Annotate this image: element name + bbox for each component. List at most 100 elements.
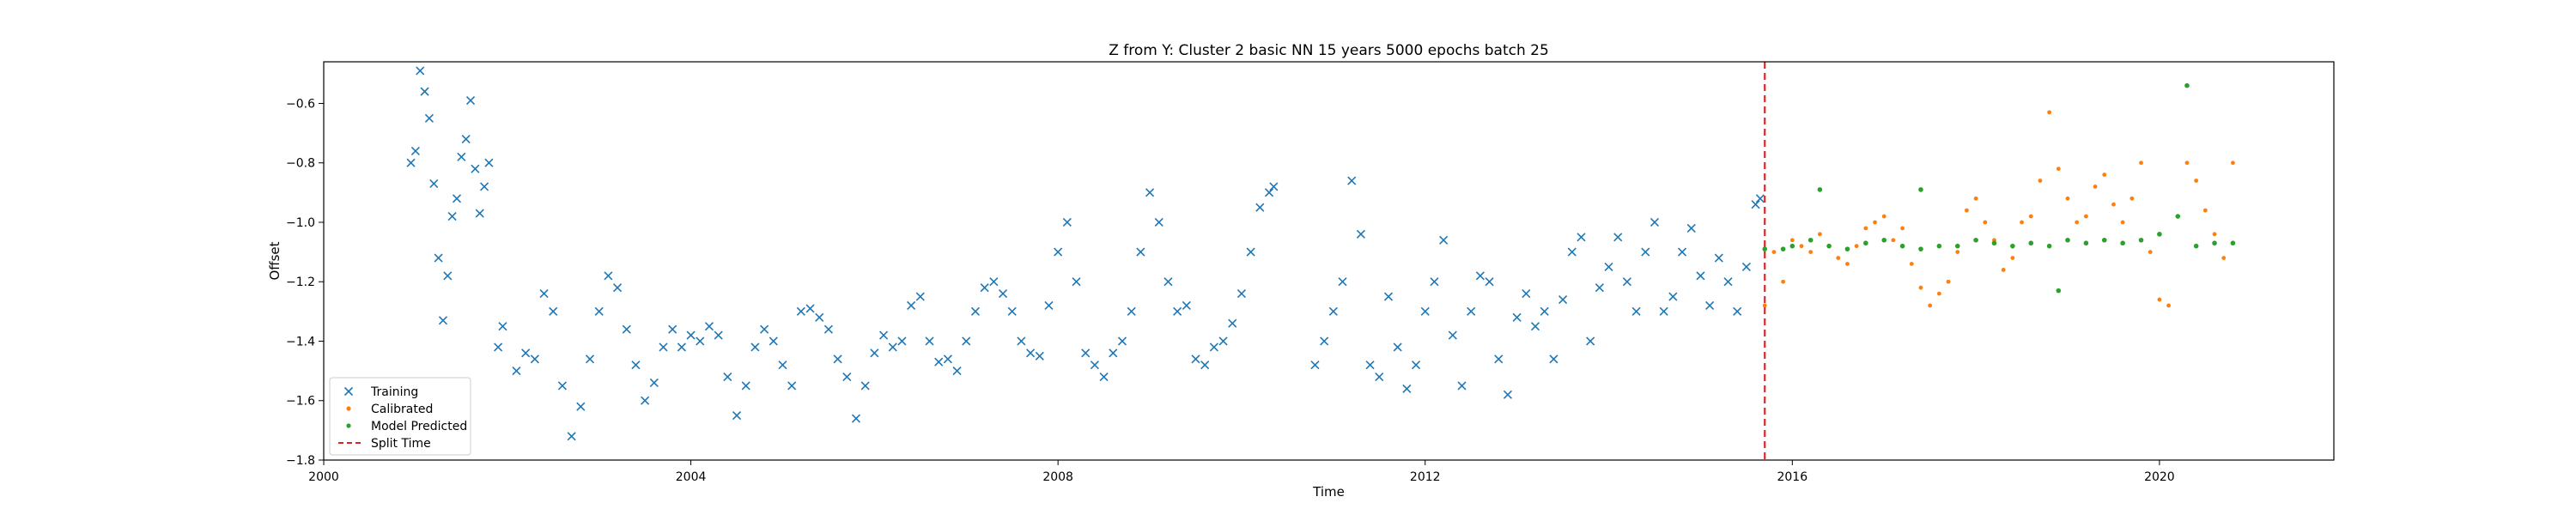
training-point xyxy=(962,336,971,346)
predicted-point xyxy=(1807,237,1814,243)
x-tick-label: 2008 xyxy=(1042,470,1073,484)
training-point xyxy=(1613,233,1623,242)
predicted-point xyxy=(2028,240,2034,246)
predicted-point xyxy=(1881,237,1887,243)
predicted-point xyxy=(1826,243,1832,249)
calibrated-point xyxy=(1973,196,1978,201)
training-point xyxy=(1668,292,1678,301)
training-point xyxy=(585,354,595,364)
training-point xyxy=(1686,223,1696,233)
calibrated-point xyxy=(2065,196,2070,201)
training-point xyxy=(970,306,981,316)
calibrated-point xyxy=(1936,291,1941,296)
legend-item: Split Time xyxy=(338,437,431,451)
calibrated-point xyxy=(1781,279,1786,284)
training-point xyxy=(1723,277,1733,287)
training-point xyxy=(1512,312,1522,322)
training-point xyxy=(631,360,641,370)
training-point xyxy=(1365,360,1375,370)
training-point xyxy=(1677,247,1687,257)
predicted-point xyxy=(2046,243,2052,249)
predicted-point xyxy=(2184,82,2190,88)
training-point xyxy=(420,87,429,96)
calibrated-point xyxy=(2202,208,2208,213)
training-point xyxy=(952,367,962,376)
predicted-point xyxy=(1844,246,1850,251)
y-tick-label: −1.8 xyxy=(286,454,315,468)
training-point xyxy=(1741,262,1751,271)
training-point xyxy=(1530,322,1540,331)
predicted-point xyxy=(2193,243,2199,249)
training-point xyxy=(787,381,797,391)
training-point xyxy=(1714,253,1723,263)
training-point xyxy=(576,402,586,411)
calibrated-point xyxy=(2157,297,2162,302)
training-point xyxy=(815,312,824,322)
y-axis-label: Offset xyxy=(267,241,283,280)
calibrated-point xyxy=(1928,303,1933,308)
training-point xyxy=(1310,360,1320,370)
training-point xyxy=(447,211,457,221)
training-point xyxy=(778,360,787,370)
training-point xyxy=(860,381,870,391)
calibrated-point xyxy=(2129,196,2135,201)
training-point xyxy=(1383,292,1394,301)
calibrated-point xyxy=(2102,173,2107,177)
training-point xyxy=(1209,342,1218,352)
calibrated-point xyxy=(2056,167,2061,172)
training-point xyxy=(1475,271,1485,281)
training-point xyxy=(1090,360,1099,370)
training-point xyxy=(842,372,852,382)
y-tick-label: −1.2 xyxy=(286,276,315,289)
training-point xyxy=(1269,182,1279,191)
y-axis: −1.8 −1.6 −1.4 −1.2 −1.0 −0.8 −0.6 xyxy=(286,97,324,468)
calibrated-point xyxy=(2083,214,2088,219)
training-point xyxy=(604,271,613,281)
training-point xyxy=(1173,306,1182,316)
training-point xyxy=(1182,300,1191,311)
training-point xyxy=(434,253,443,263)
training-point xyxy=(1755,194,1765,203)
calibrated-point xyxy=(1965,208,1969,213)
y-tick-label: −1.6 xyxy=(286,395,315,409)
predicted-point xyxy=(1973,237,1978,243)
legend-box xyxy=(329,377,471,456)
training-point xyxy=(1659,306,1668,316)
training-point xyxy=(1402,384,1412,393)
training-point xyxy=(750,342,760,352)
training-point xyxy=(769,336,778,346)
training-point xyxy=(980,283,989,293)
training-point xyxy=(907,300,916,311)
predicted-point xyxy=(2056,288,2062,294)
training-point xyxy=(1356,229,1365,239)
chart-title: Z from Y: Cluster 2 basic NN 15 years 50… xyxy=(1109,42,1549,59)
training-point xyxy=(1375,372,1384,382)
training-point xyxy=(1072,277,1081,287)
training-point xyxy=(1522,289,1531,299)
y-tick-label: −1.4 xyxy=(286,335,315,348)
training-point xyxy=(1503,390,1513,399)
training-point xyxy=(1577,233,1586,242)
predicted-point xyxy=(1899,243,1905,249)
predicted-point xyxy=(1817,187,1823,192)
training-point xyxy=(1420,306,1430,316)
calibrated-point xyxy=(1955,250,1960,255)
calibrated-point xyxy=(2148,250,2153,255)
predicted-point xyxy=(1789,243,1795,249)
predicted-point xyxy=(2101,237,2107,243)
training-point xyxy=(1467,306,1476,316)
training-point xyxy=(1264,188,1274,197)
training-point xyxy=(498,322,507,331)
calibrated-point xyxy=(2139,161,2143,166)
training-point xyxy=(530,354,539,364)
calibrated-point xyxy=(1900,226,1905,231)
training-point xyxy=(1136,247,1145,257)
training-point xyxy=(1246,247,1255,257)
training-point xyxy=(1549,354,1558,364)
x-tick-label: 2004 xyxy=(676,470,707,484)
y-tick-label: −0.6 xyxy=(286,97,315,111)
training-point xyxy=(659,342,668,352)
calibrated-point xyxy=(2028,214,2033,219)
predicted-point xyxy=(1762,246,1768,251)
training-point xyxy=(1586,336,1595,346)
